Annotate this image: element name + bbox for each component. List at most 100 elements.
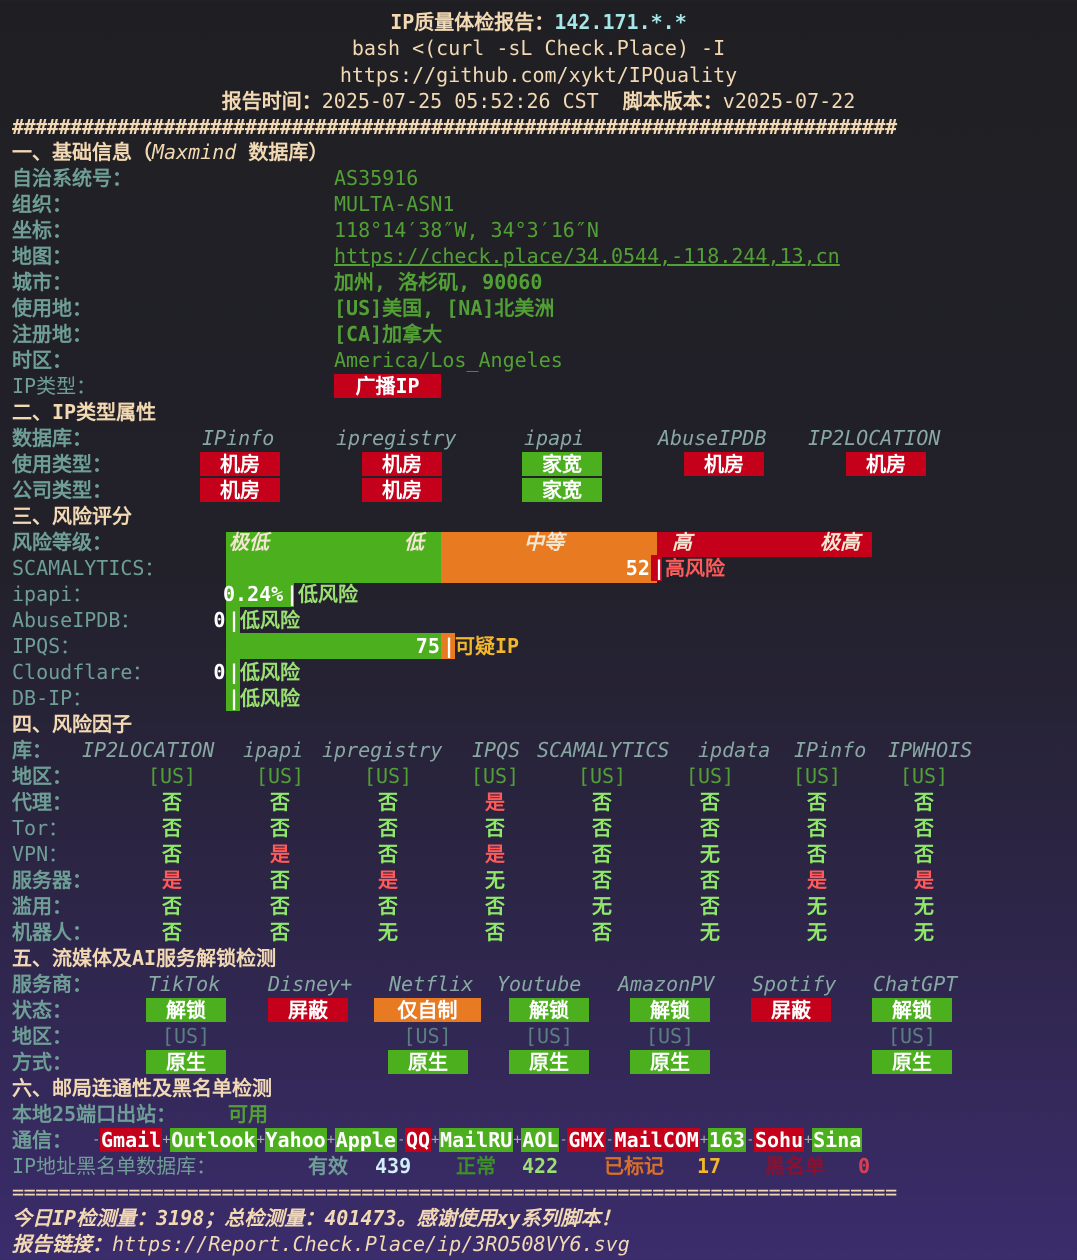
mail-separator: - — [396, 1132, 406, 1148]
factor-value: 无 — [378, 920, 398, 944]
report-time: 2025-07-25 05:52:26 CST — [321, 89, 599, 113]
status-badge: 解锁 — [146, 998, 226, 1022]
risk-source-label: IPQS： — [12, 634, 81, 658]
factor-value: 否 — [807, 816, 827, 840]
field-value: 118°14′38″W, 34°3′16″N — [334, 218, 599, 242]
marked-count: 17 — [697, 1154, 722, 1178]
factor-value: [US] — [685, 764, 735, 788]
mail-provider-gmail: Gmail — [100, 1128, 163, 1152]
report-line: 组织： MULTA-ASN1 — [0, 191, 1077, 217]
report-line: 地区： [US] [US] [US] [US] [US] — [0, 1023, 1077, 1049]
report-line: 时区： America/Los_Angeles — [0, 347, 1077, 373]
report-line: 库： IP2LOCATION ipapi ipregistry IPQS SCAMALYT… — [0, 737, 1077, 763]
service-name: Youtube — [497, 972, 582, 996]
usage-badge: 机房 — [684, 452, 764, 476]
factor-value: 否 — [592, 790, 612, 814]
factor-value: 无 — [485, 868, 505, 892]
risk-verdict: 可疑IP — [455, 634, 520, 658]
factor-value: [US] — [899, 764, 949, 788]
risk-pipe: | — [443, 634, 456, 658]
company-badge: 机房 — [362, 478, 442, 502]
method-label: 方式： — [12, 1050, 72, 1074]
company-badge: 家宽 — [522, 478, 602, 502]
mail-provider-mailru: MailRU — [439, 1128, 514, 1152]
factor-value: 无 — [807, 894, 827, 918]
repo-link[interactable]: https://github.com/xykt/IPQuality — [339, 63, 738, 87]
service-name: AmazonPV — [618, 972, 715, 996]
risk-level-1: 低 — [404, 530, 424, 554]
hash-divider: ########################################… — [12, 115, 897, 139]
risk-source-label: AbuseIPDB： — [12, 608, 141, 632]
factor-value: 无 — [914, 894, 934, 918]
method-badge: 原生 — [872, 1050, 952, 1074]
report-line: VPN： 否 是 否 是 否 无 否 否 — [0, 841, 1077, 867]
factor-label: 服务器： — [12, 868, 92, 892]
mail-separator: + — [431, 1132, 440, 1148]
factor-value: [US] — [255, 764, 305, 788]
lib-label: 库： — [12, 738, 52, 762]
risk-level-label: 风险等级： — [12, 530, 112, 554]
db-name: IP2LOCATION — [808, 426, 941, 450]
field-label: 时区： — [12, 348, 72, 372]
status-badge: 解锁 — [872, 998, 952, 1022]
mail-provider-mailcom: MailCOM — [613, 1128, 700, 1152]
service-region: [US] — [524, 1024, 574, 1048]
time-label: 报告时间： — [221, 89, 322, 113]
factor-value: 否 — [485, 816, 505, 840]
usage-badge: 机房 — [362, 452, 442, 476]
mail-provider-apple: Apple — [334, 1128, 397, 1152]
report-line: 服务器： 是 否 是 无 否 否 是 是 — [0, 867, 1077, 893]
report-line: 代理： 否 否 否 是 否 否 否 否 — [0, 789, 1077, 815]
factor-value: 是 — [485, 790, 505, 814]
risk-verdict: 高风险 — [665, 556, 725, 580]
map-link[interactable]: https://check.place/34.0544,-118.244,13,… — [334, 244, 840, 268]
risk-level-0: 极低 — [229, 530, 269, 554]
lib-name: ipregistry — [322, 738, 443, 762]
risk-level-2: 中等 — [524, 530, 564, 554]
risk-score: 52 — [625, 556, 650, 580]
section-risk-title: 三、风险评分 — [12, 504, 132, 528]
blacklist-label-red: 黑名单 — [765, 1154, 825, 1178]
field-label: 自治系统号： — [12, 166, 132, 190]
report-line: Tor： 否 否 否 否 否 否 否 否 — [0, 815, 1077, 841]
field-label: 注册地： — [12, 322, 92, 346]
factor-value: [US] — [147, 764, 197, 788]
factor-value: 是 — [162, 868, 182, 892]
mail-separator: + — [256, 1132, 265, 1148]
factor-label: 滥用： — [12, 894, 72, 918]
factor-value: 否 — [807, 842, 827, 866]
factor-value: 否 — [592, 868, 612, 892]
service-name: Spotify — [752, 972, 837, 996]
clean-count: 422 — [522, 1154, 559, 1178]
field-label: 使用地： — [12, 296, 92, 320]
factor-value: 否 — [378, 894, 398, 918]
report-title: IP质量体检报告： — [390, 10, 555, 34]
mail-provider-sina: Sina — [812, 1128, 863, 1152]
factor-value: 否 — [162, 920, 182, 944]
status-badge: 解锁 — [509, 998, 589, 1022]
risk-bar — [226, 607, 240, 633]
factor-value: 是 — [485, 842, 505, 866]
risk-bar — [226, 581, 294, 607]
usage-badge: 家宽 — [522, 452, 602, 476]
factor-value: 否 — [592, 816, 612, 840]
section-iptype-title: 二、IP类型属性 — [12, 400, 157, 424]
risk-score: 0 — [213, 608, 226, 632]
mail-provider-163: 163 — [707, 1128, 746, 1152]
field-value: AS35916 — [334, 166, 419, 190]
service-region: [US] — [403, 1024, 452, 1048]
risk-pipe: | — [286, 582, 299, 606]
mail-separator: - — [605, 1132, 614, 1148]
lib-name: IPQS — [472, 738, 521, 762]
report-link[interactable]: https://Report.Check.Place/ip/3RO508VY6.… — [112, 1232, 630, 1256]
factor-value: 否 — [270, 920, 290, 944]
footer-stats: 今日IP检测量：3198；总检测量：401473。感谢使用xy系列脚本！ — [12, 1206, 621, 1230]
factor-value: 否 — [162, 816, 182, 840]
mail-separator: + — [162, 1132, 171, 1148]
factor-value: 否 — [914, 842, 934, 866]
report-line: SCAMALYTICS： 52 | 高风险 — [0, 555, 1077, 581]
factor-label: 机器人： — [12, 920, 92, 944]
method-badge: 原生 — [146, 1050, 226, 1074]
risk-source-label: Cloudflare： — [12, 660, 153, 684]
report-line: DB-IP： | 低风险 — [0, 685, 1077, 711]
